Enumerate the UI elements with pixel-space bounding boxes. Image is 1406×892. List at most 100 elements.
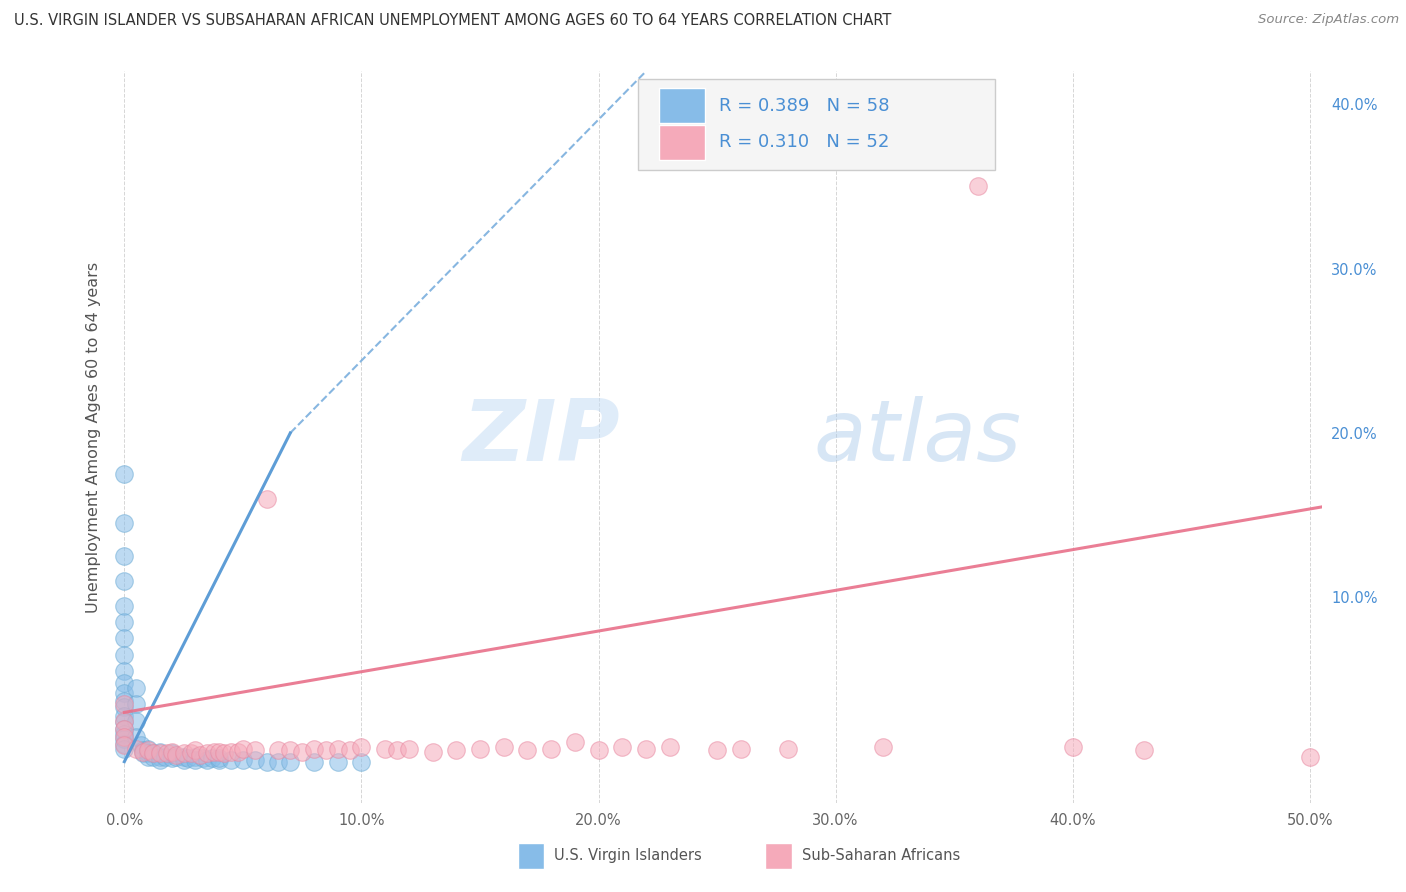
Point [191, 751, 214, 765]
Point [398, 741, 420, 756]
Point [872, 739, 894, 754]
Point [612, 739, 634, 754]
Point [492, 739, 515, 754]
Point [125, 681, 148, 695]
Point [136, 749, 159, 764]
Point [112, 648, 135, 662]
Point [132, 743, 155, 757]
Point [136, 741, 159, 756]
Point [112, 665, 135, 679]
Point [112, 686, 135, 700]
Point [125, 730, 148, 744]
Point [112, 694, 135, 708]
Point [1062, 739, 1084, 754]
Point [136, 743, 159, 757]
Point [125, 697, 148, 711]
Point [267, 743, 290, 757]
Point [208, 745, 231, 759]
Point [184, 753, 207, 767]
Text: R = 0.310   N = 52: R = 0.310 N = 52 [720, 133, 890, 152]
Point [112, 741, 135, 756]
Point [112, 722, 135, 736]
Point [136, 747, 159, 761]
Point [315, 743, 337, 757]
Point [634, 741, 657, 756]
Point [564, 735, 586, 749]
Point [278, 743, 301, 757]
Point [112, 615, 135, 629]
Point [112, 714, 135, 728]
Point [422, 745, 444, 759]
Point [166, 748, 188, 763]
Point [195, 747, 218, 761]
Point [173, 747, 195, 761]
Point [149, 753, 172, 767]
FancyBboxPatch shape [638, 78, 995, 170]
Point [208, 753, 231, 767]
Point [201, 751, 224, 765]
Point [149, 747, 172, 761]
Point [195, 753, 218, 767]
Point [142, 747, 165, 761]
Point [966, 179, 988, 194]
Point [468, 741, 491, 756]
Point [112, 700, 135, 714]
Point [730, 741, 752, 756]
Point [112, 574, 135, 588]
Point [184, 749, 207, 764]
Point [112, 727, 135, 741]
Point [188, 748, 211, 763]
Point [446, 743, 468, 757]
Point [112, 730, 135, 744]
Point [339, 743, 361, 757]
Point [208, 751, 231, 765]
Point [243, 753, 266, 767]
Point [778, 741, 800, 756]
Point [173, 753, 195, 767]
Point [180, 747, 202, 761]
Point [125, 741, 148, 756]
Text: Source: ZipAtlas.com: Source: ZipAtlas.com [1258, 13, 1399, 27]
Point [112, 516, 135, 531]
Point [350, 755, 373, 769]
Point [232, 753, 254, 767]
Bar [517, 843, 544, 869]
Point [212, 747, 235, 761]
Point [278, 755, 301, 769]
Point [350, 739, 373, 754]
Point [226, 745, 249, 759]
Text: Sub-Saharan Africans: Sub-Saharan Africans [801, 848, 960, 863]
Text: ZIP: ZIP [463, 395, 620, 479]
Point [326, 741, 349, 756]
Point [132, 745, 155, 759]
Point [112, 697, 135, 711]
Point [173, 749, 195, 764]
Point [184, 743, 207, 757]
Point [112, 708, 135, 723]
Point [112, 731, 135, 746]
Point [232, 741, 254, 756]
Point [516, 743, 538, 757]
Point [540, 741, 562, 756]
Point [149, 749, 172, 764]
Point [243, 743, 266, 757]
Bar [765, 843, 792, 869]
Point [132, 747, 155, 761]
Point [112, 737, 135, 751]
Point [256, 755, 278, 769]
Point [326, 755, 349, 769]
Point [112, 675, 135, 690]
Bar [659, 88, 704, 123]
Point [142, 747, 165, 761]
Point [1299, 749, 1322, 764]
Point [160, 745, 183, 759]
Point [302, 741, 325, 756]
Point [177, 751, 200, 765]
Point [112, 467, 135, 481]
Point [112, 715, 135, 730]
Point [129, 739, 152, 753]
Bar [659, 125, 704, 160]
Point [267, 755, 290, 769]
Point [658, 739, 681, 754]
Point [160, 747, 183, 761]
